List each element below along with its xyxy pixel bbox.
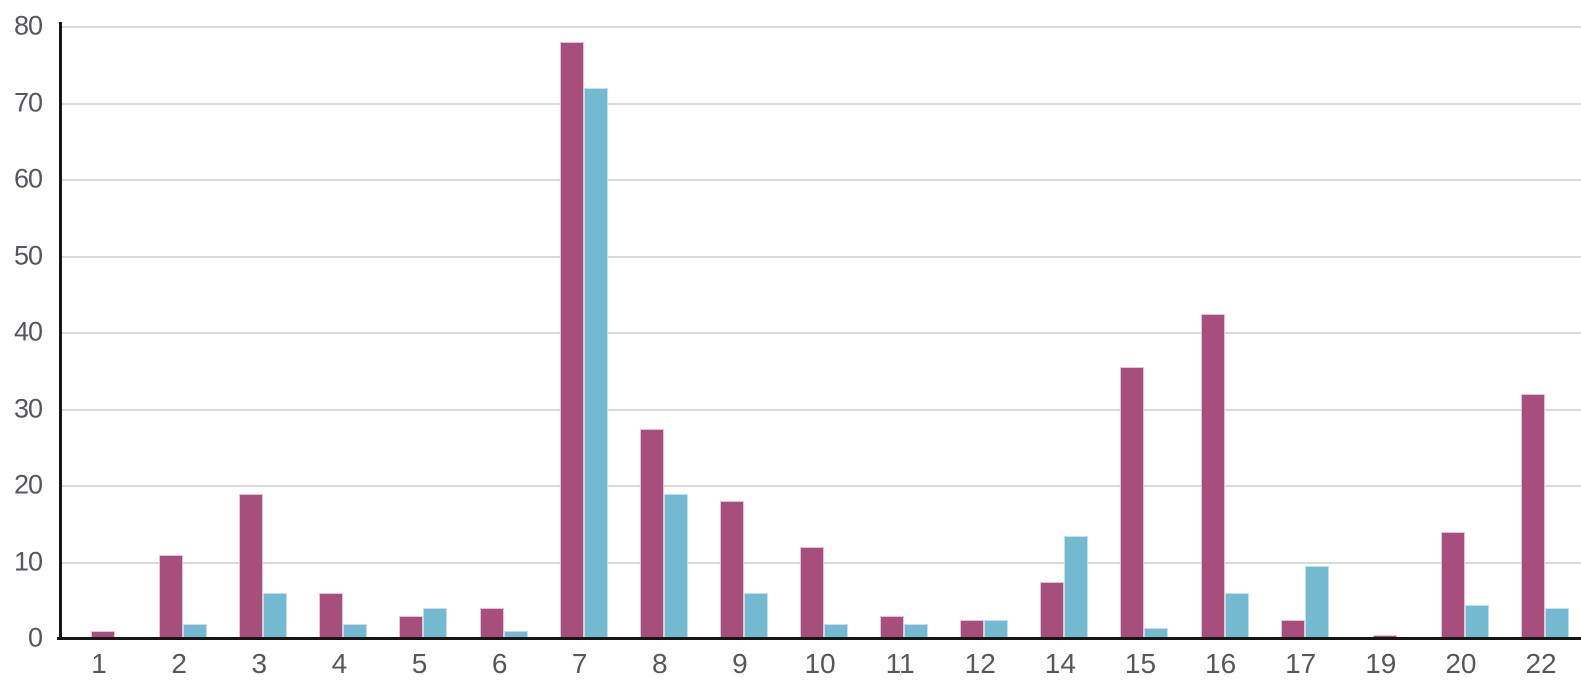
bar-magenta xyxy=(1521,394,1546,639)
bar-magenta xyxy=(960,619,985,639)
y-tick-label: 20 xyxy=(13,469,43,500)
bar-magenta xyxy=(1200,313,1225,639)
bar-blue xyxy=(1224,593,1249,639)
bar-group xyxy=(620,27,700,639)
bar-magenta xyxy=(91,631,116,639)
x-tick-label: 17 xyxy=(1285,648,1317,679)
bar-group xyxy=(860,27,940,639)
y-tick-label: 10 xyxy=(13,545,43,576)
bar-magenta xyxy=(399,616,424,639)
bar-blue xyxy=(1064,535,1089,639)
bar-blue xyxy=(904,623,929,639)
bar-blue xyxy=(423,608,448,639)
bar-magenta xyxy=(880,616,905,639)
x-tick-label: 1 xyxy=(91,648,107,679)
x-tick-label: 5 xyxy=(411,648,428,679)
bar-group xyxy=(940,27,1020,639)
bar-group xyxy=(59,27,139,639)
x-tick-label: 19 xyxy=(1365,648,1397,679)
bar-blue xyxy=(743,593,768,639)
x-tick-label: 20 xyxy=(1445,648,1477,679)
bar-blue xyxy=(824,623,849,639)
x-tick-label: 3 xyxy=(251,648,268,679)
bar-group xyxy=(219,27,299,639)
bar-magenta xyxy=(1280,619,1305,639)
bar-magenta xyxy=(639,428,664,639)
bar-blue xyxy=(984,619,1009,639)
bar-group xyxy=(1020,27,1100,639)
bar-group xyxy=(700,27,780,639)
gridline xyxy=(59,26,1581,28)
x-tick-label: 8 xyxy=(652,648,668,679)
y-tick-label: 40 xyxy=(13,316,43,347)
x-tick-label: 16 xyxy=(1205,648,1237,679)
bar-magenta xyxy=(1120,367,1145,639)
bar-magenta xyxy=(159,554,184,639)
x-tick-label: 10 xyxy=(804,648,836,679)
y-tick-label: 70 xyxy=(13,86,43,117)
bar-blue xyxy=(263,593,288,639)
bar-group xyxy=(460,27,540,639)
bar-group xyxy=(1501,27,1581,639)
bar-magenta xyxy=(239,493,264,639)
x-tick-label: 2 xyxy=(171,648,187,679)
bar-blue xyxy=(1464,604,1489,639)
bar-group xyxy=(139,27,219,639)
bar-magenta xyxy=(479,608,504,639)
y-tick-label: 50 xyxy=(13,239,43,270)
bars-row xyxy=(59,27,1581,639)
bar-group xyxy=(1421,27,1501,639)
bar-group xyxy=(1261,27,1341,639)
x-axis-tick-labels: 1 2 3 4 5 6 7 8 9 10 11 12 14 15 16 17 19 20 22 xyxy=(59,648,1581,680)
bar-group xyxy=(1341,27,1421,639)
bar-magenta xyxy=(719,501,744,639)
y-tick-label: 0 xyxy=(27,622,43,653)
bar-blue xyxy=(583,88,608,639)
bar-magenta xyxy=(319,593,344,639)
bar-group xyxy=(540,27,620,639)
bar-group xyxy=(1100,27,1180,639)
bar-blue xyxy=(183,623,208,639)
bar-blue xyxy=(503,631,528,639)
bar-group xyxy=(299,27,379,639)
gridline xyxy=(59,102,1581,105)
gridline xyxy=(59,485,1581,487)
bar-magenta xyxy=(559,42,584,639)
bar-blue xyxy=(343,623,368,639)
x-tick-label: 14 xyxy=(1044,648,1076,679)
x-tick-label: 15 xyxy=(1124,648,1157,679)
bar-magenta xyxy=(800,547,825,639)
bar-magenta xyxy=(1040,581,1065,639)
bar-magenta xyxy=(1440,531,1465,639)
x-tick-label: 22 xyxy=(1525,648,1557,679)
bar-blue xyxy=(1545,608,1570,639)
y-axis-line xyxy=(59,22,62,640)
y-tick-label: 30 xyxy=(13,392,43,423)
y-tick-label: 80 xyxy=(13,10,43,41)
plot-area xyxy=(57,22,1581,640)
x-tick-label: 11 xyxy=(885,648,915,679)
bar-group xyxy=(379,27,459,639)
x-tick-label: 12 xyxy=(964,648,996,679)
x-tick-label: 7 xyxy=(571,648,588,679)
x-tick-label: 4 xyxy=(331,648,348,679)
bar-blue xyxy=(1304,566,1329,639)
bar-blue xyxy=(1144,627,1169,639)
bar-group xyxy=(780,27,860,639)
bar-group xyxy=(1181,27,1261,639)
bar-blue xyxy=(663,493,688,639)
x-tick-label: 6 xyxy=(491,648,508,679)
y-tick-label: 60 xyxy=(13,163,43,194)
x-tick-label: 9 xyxy=(732,648,748,679)
gridline xyxy=(59,332,1581,334)
x-axis-line xyxy=(57,637,1581,640)
gridline xyxy=(59,255,1581,258)
gridline xyxy=(59,408,1581,411)
gridline xyxy=(59,179,1581,181)
